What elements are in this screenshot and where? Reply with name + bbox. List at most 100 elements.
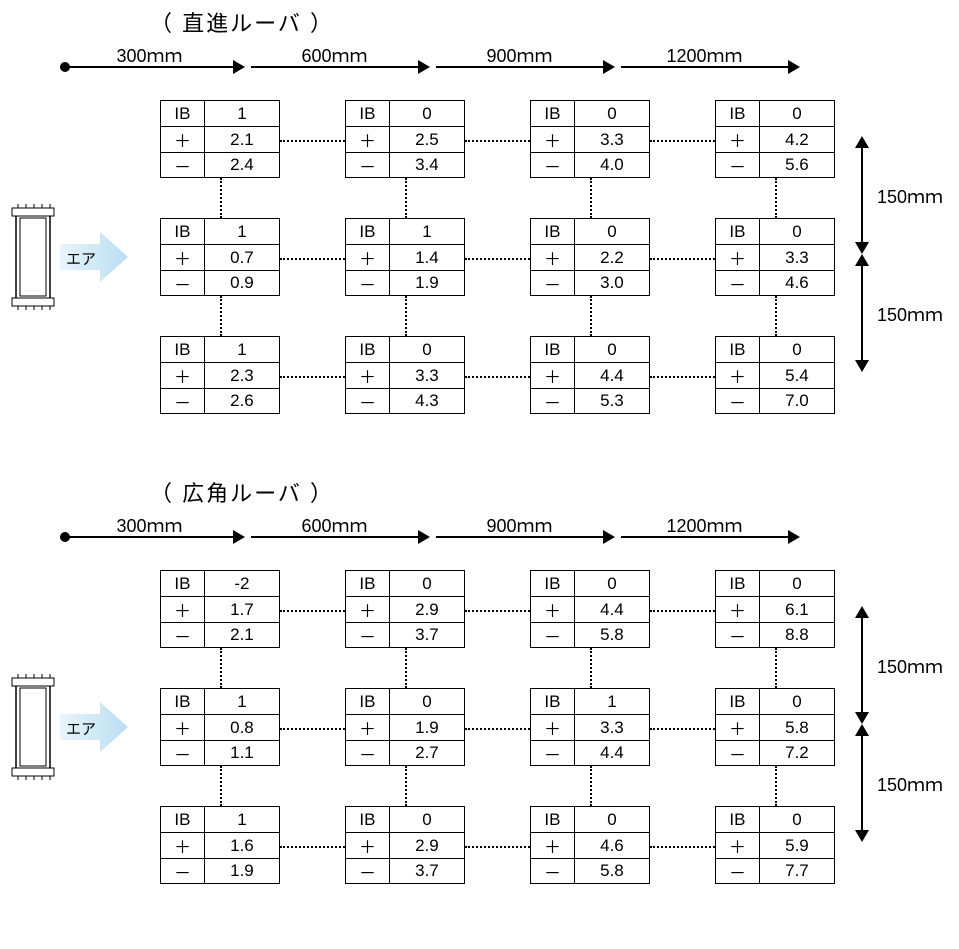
data-box: IB0＋4.4－5.8 (530, 570, 650, 648)
row-key: － (160, 622, 205, 648)
row-key: IB (345, 218, 390, 244)
row-key: IB (715, 688, 760, 714)
connector-h (280, 846, 345, 848)
connector-v (590, 296, 592, 336)
row-key: ＋ (345, 596, 390, 622)
h-ruler-label: 1200ｍｍ (621, 512, 788, 538)
connector-h (280, 376, 345, 378)
row-val: 7.2 (760, 740, 835, 766)
row-val: 4.4 (575, 362, 650, 388)
section-title: （ 広角ルーバ ） (150, 476, 334, 508)
data-box: IB0＋5.4－7.0 (715, 336, 835, 414)
connector-h (650, 140, 715, 142)
section-wide: （ 広角ルーバ ）300ｍｍ600ｍｍ900ｍｍ1200ｍｍ エアIB-2＋1.… (0, 470, 959, 940)
row-key: IB (345, 806, 390, 832)
data-box: IB0＋2.9－3.7 (345, 570, 465, 648)
row-val: 2.1 (205, 622, 280, 648)
row-key: － (160, 270, 205, 296)
row-val: 8.8 (760, 622, 835, 648)
data-box: IB0＋1.9－2.7 (345, 688, 465, 766)
row-val: 1.1 (205, 740, 280, 766)
connector-h (280, 610, 345, 612)
row-val: 1 (205, 806, 280, 832)
row-key: － (160, 740, 205, 766)
connector-h (465, 728, 530, 730)
row-key: ＋ (715, 244, 760, 270)
row-val: 4.4 (575, 596, 650, 622)
row-val: 2.9 (390, 596, 465, 622)
data-box: IB1＋1.4－1.9 (345, 218, 465, 296)
data-box: IB0＋5.8－7.2 (715, 688, 835, 766)
row-val: 1.9 (390, 714, 465, 740)
data-box: IB0＋2.9－3.7 (345, 806, 465, 884)
row-val: 0 (575, 218, 650, 244)
connector-v (775, 648, 777, 688)
data-box: IB0＋5.9－7.7 (715, 806, 835, 884)
row-val: 0 (575, 806, 650, 832)
row-val: 4.3 (390, 388, 465, 414)
v-ruler-label: 150ｍｍ (877, 301, 943, 327)
v-ruler-label: 150ｍｍ (877, 653, 943, 679)
connector-h (650, 376, 715, 378)
row-val: 4.2 (760, 126, 835, 152)
row-val: 1 (575, 688, 650, 714)
ionizer-icon (6, 202, 60, 312)
connector-h (465, 846, 530, 848)
row-key: － (345, 740, 390, 766)
row-val: 0 (575, 570, 650, 596)
row-key: － (345, 622, 390, 648)
row-key: ＋ (715, 832, 760, 858)
connector-h (465, 140, 530, 142)
row-key: ＋ (345, 714, 390, 740)
row-key: － (530, 622, 575, 648)
connector-h (280, 728, 345, 730)
section-title: （ 直進ルーバ ） (150, 6, 334, 38)
h-ruler-label: 300ｍｍ (66, 512, 233, 538)
row-key: ＋ (715, 596, 760, 622)
row-val: 1.4 (390, 244, 465, 270)
row-key: ＋ (345, 832, 390, 858)
row-val: 3.0 (575, 270, 650, 296)
row-key: － (530, 388, 575, 414)
connector-v (220, 296, 222, 336)
row-val: 5.3 (575, 388, 650, 414)
row-val: 0.9 (205, 270, 280, 296)
row-key: IB (160, 688, 205, 714)
connector-h (280, 258, 345, 260)
data-box: IB0＋3.3－4.0 (530, 100, 650, 178)
air-label: エア (66, 248, 96, 269)
row-val: 0 (760, 688, 835, 714)
data-box: IB1＋3.3－4.4 (530, 688, 650, 766)
v-ruler-label: 150ｍｍ (877, 183, 943, 209)
data-box: IB0＋4.4－5.3 (530, 336, 650, 414)
row-val: 1.9 (390, 270, 465, 296)
row-key: － (345, 388, 390, 414)
row-key: － (715, 622, 760, 648)
connector-v (775, 766, 777, 806)
row-val: 2.3 (205, 362, 280, 388)
row-key: IB (715, 218, 760, 244)
row-val: 0 (575, 100, 650, 126)
data-box: IB0＋6.1－8.8 (715, 570, 835, 648)
connector-h (650, 728, 715, 730)
row-key: － (715, 152, 760, 178)
row-key: IB (160, 806, 205, 832)
row-val: 3.3 (575, 714, 650, 740)
row-val: 4.6 (760, 270, 835, 296)
row-val: 3.4 (390, 152, 465, 178)
row-key: － (345, 270, 390, 296)
row-key: ＋ (530, 714, 575, 740)
row-key: － (530, 740, 575, 766)
row-key: ＋ (160, 362, 205, 388)
row-key: － (715, 740, 760, 766)
row-key: IB (530, 218, 575, 244)
row-val: 0 (760, 100, 835, 126)
row-key: ＋ (160, 714, 205, 740)
row-val: 0.7 (205, 244, 280, 270)
row-key: IB (530, 336, 575, 362)
row-val: 0 (390, 100, 465, 126)
row-val: 0 (760, 218, 835, 244)
row-val: 2.6 (205, 388, 280, 414)
section-straight: （ 直進ルーバ ）300ｍｍ600ｍｍ900ｍｍ1200ｍｍ エアIB1＋2.1… (0, 0, 959, 470)
row-val: 3.3 (390, 362, 465, 388)
